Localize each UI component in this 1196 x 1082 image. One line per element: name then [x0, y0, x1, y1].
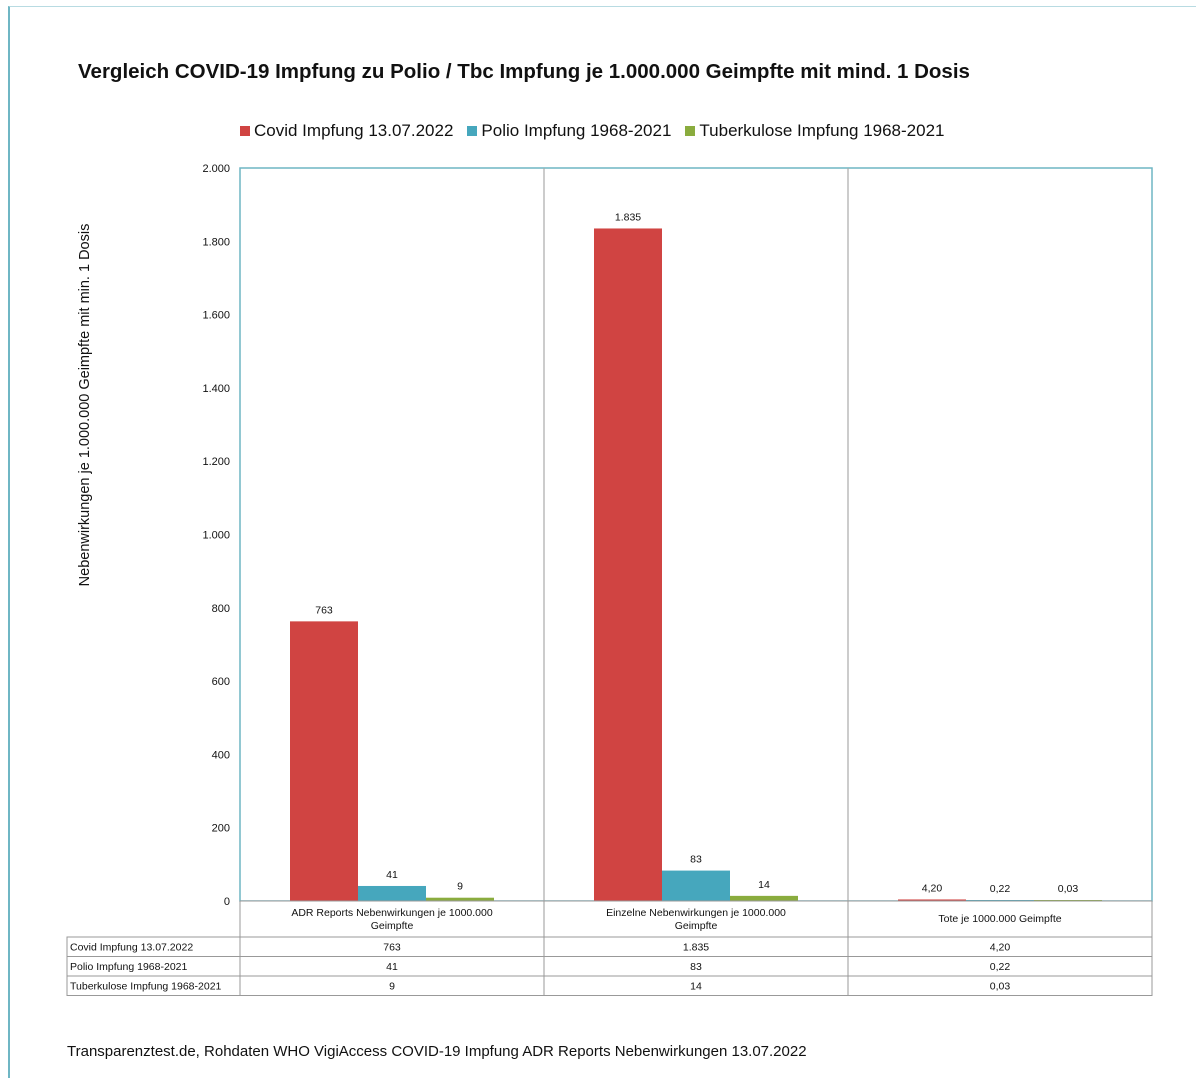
- table-cell: 4,20: [990, 942, 1011, 954]
- legend-swatch-tbc: [685, 126, 696, 136]
- y-tick-label: 400: [212, 749, 230, 761]
- x-category-label: Tote je 1000.000 Geimpfte: [938, 913, 1061, 925]
- table-row: [66, 975, 1153, 996]
- bar-2-0: [426, 897, 494, 901]
- data-label: 83: [690, 854, 702, 866]
- table-cell: 41: [386, 961, 398, 973]
- table-header-row: [239, 900, 1153, 938]
- data-label: 41: [386, 869, 398, 881]
- y-tick-label: 200: [212, 823, 230, 835]
- data-label: 4,20: [922, 882, 943, 894]
- legend-label-tbc: Tuberkulose Impfung 1968-2021: [699, 121, 945, 140]
- table-row-label: Covid Impfung 13.07.2022: [70, 942, 193, 954]
- table-row-label: Tuberkulose Impfung 1968-2021: [70, 981, 222, 993]
- y-tick-label: 0: [224, 896, 230, 908]
- table-cell: 0,22: [990, 961, 1011, 973]
- y-tick-label: 1.600: [202, 310, 230, 322]
- y-tick-label: 800: [212, 603, 230, 615]
- chart-frame: [8, 6, 1196, 1078]
- y-tick-label: 1.200: [202, 456, 230, 468]
- chart-title: Vergleich COVID-19 Impfung zu Polio / Tb…: [78, 60, 970, 83]
- table-row-label: Polio Impfung 1968-2021: [70, 961, 187, 973]
- table-cell: 9: [389, 981, 395, 993]
- bar-0-0: [290, 621, 358, 901]
- data-label: 0,03: [1058, 883, 1079, 895]
- legend-item-covid: Covid Impfung 13.07.2022: [240, 121, 453, 141]
- data-label: 1.835: [615, 211, 641, 223]
- data-label: 9: [457, 881, 463, 893]
- x-category-label: Geimpfte: [371, 920, 414, 932]
- bar-1-0: [358, 885, 426, 901]
- legend-item-tbc: Tuberkulose Impfung 1968-2021: [685, 121, 945, 141]
- bar-0-1: [594, 228, 662, 901]
- y-tick-label: 2.000: [202, 163, 230, 175]
- x-category-label: Geimpfte: [675, 920, 718, 932]
- bar-0-2: [898, 899, 966, 901]
- legend: Covid Impfung 13.07.2022 Polio Impfung 1…: [240, 121, 945, 141]
- y-tick-label: 1.000: [202, 530, 230, 542]
- y-tick-label: 600: [212, 676, 230, 688]
- legend-item-polio: Polio Impfung 1968-2021: [467, 121, 671, 141]
- data-label: 0,22: [990, 883, 1011, 895]
- legend-label-covid: Covid Impfung 13.07.2022: [254, 121, 454, 140]
- table-cell: 14: [690, 981, 702, 993]
- table-cell: 0,03: [990, 981, 1011, 993]
- y-tick-label: 1.400: [202, 383, 230, 395]
- bar-1-1: [662, 870, 730, 901]
- legend-swatch-polio: [467, 126, 478, 136]
- table-cell: 1.835: [683, 942, 709, 954]
- legend-label-polio: Polio Impfung 1968-2021: [481, 121, 672, 140]
- bar-2-1: [730, 895, 798, 901]
- plot-area: [239, 167, 1153, 902]
- x-category-label: ADR Reports Nebenwirkungen je 1000.000: [291, 907, 493, 919]
- legend-swatch-covid: [240, 126, 250, 136]
- x-category-label: Einzelne Nebenwirkungen je 1000.000: [606, 907, 786, 919]
- table-cell: 83: [690, 961, 702, 973]
- data-label: 14: [758, 879, 770, 891]
- source-footer: Transparenztest.de, Rohdaten WHO VigiAcc…: [67, 1043, 807, 1060]
- y-tick-label: 1.800: [202, 236, 230, 248]
- table-cell: 763: [383, 942, 401, 954]
- data-label: 763: [315, 604, 333, 616]
